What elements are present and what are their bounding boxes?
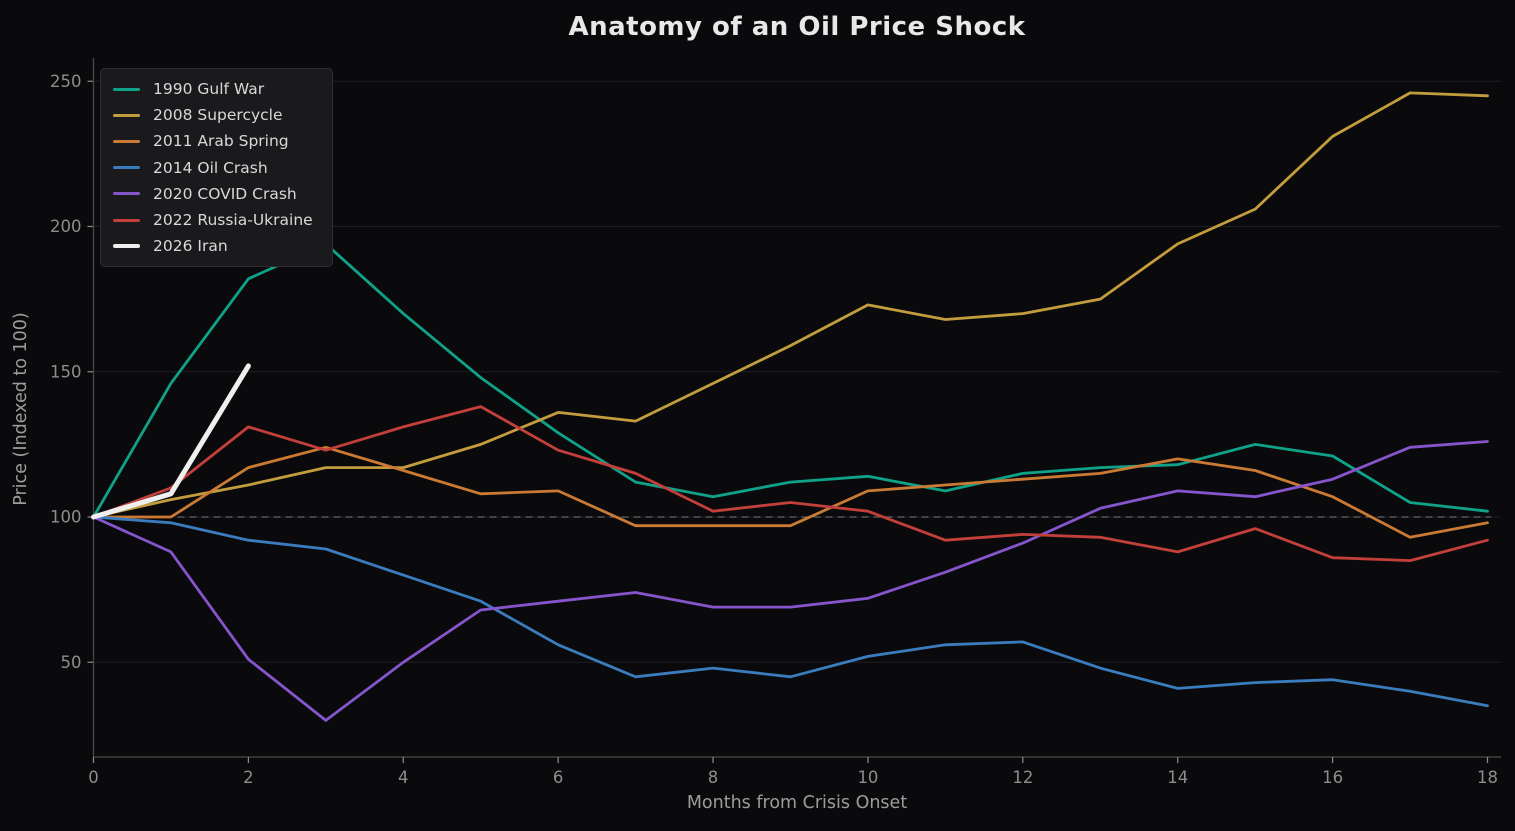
legend-swatch-iran <box>113 243 140 249</box>
legend-swatch-gulf-war <box>113 87 140 91</box>
y-tick-label: 150 <box>50 362 82 381</box>
series-line-1990-gulf-war <box>92 242 1489 519</box>
x-tick-label: 8 <box>708 768 719 787</box>
x-tick-label: 2 <box>243 768 254 787</box>
x-tick-label: 10 <box>857 768 878 787</box>
x-tick-label: 4 <box>398 768 409 787</box>
legend-label-russia-ukraine: 2022 Russia-Ukraine <box>153 211 313 230</box>
legend-label-arab-spring: 2011 Arab Spring <box>153 132 289 151</box>
x-tick-label: 12 <box>1012 768 1033 787</box>
legend: 1990 Gulf War 2008 Supercycle 2011 Arab … <box>100 68 333 268</box>
x-tick-label: 16 <box>1322 768 1343 787</box>
x-tick-label: 14 <box>1167 768 1188 787</box>
legend-swatch-russia-ukraine <box>113 218 140 222</box>
series-line-2011-arab-spring <box>92 445 1489 539</box>
legend-item-gulf-war: 1990 Gulf War <box>101 76 332 102</box>
chart-title: Anatomy of an Oil Price Shock <box>568 12 1026 42</box>
y-axis-label: Price (Indexed to 100) <box>11 312 31 506</box>
y-tick-label: 250 <box>50 72 82 91</box>
x-tick-label: 18 <box>1477 768 1498 787</box>
legend-item-supercycle: 2008 Supercycle <box>101 102 332 128</box>
y-tick-label: 100 <box>50 508 82 527</box>
legend-swatch-arab-spring <box>113 139 140 143</box>
series-line-2022-russia-ukraine <box>92 405 1489 562</box>
legend-item-covid-crash: 2020 COVID Crash <box>101 181 332 207</box>
legend-swatch-supercycle <box>113 113 140 117</box>
legend-label-oil-crash: 2014 Oil Crash <box>153 158 268 177</box>
x-tick-label: 0 <box>88 768 99 787</box>
legend-label-gulf-war: 1990 Gulf War <box>153 80 265 99</box>
y-tick-label: 50 <box>61 653 82 672</box>
legend-label-covid-crash: 2020 COVID Crash <box>153 184 297 203</box>
x-axis-label: Months from Crisis Onset <box>686 793 908 813</box>
legend-item-arab-spring: 2011 Arab Spring <box>101 128 332 154</box>
legend-item-iran: 2026 Iran <box>101 233 332 259</box>
series-line-2020-covid-crash <box>92 440 1489 722</box>
legend-label-iran: 2026 Iran <box>153 237 228 256</box>
x-tick-label: 6 <box>553 768 564 787</box>
legend-swatch-oil-crash <box>113 166 140 170</box>
legend-swatch-covid-crash <box>113 192 140 196</box>
legend-item-russia-ukraine: 2022 Russia-Ukraine <box>101 207 332 233</box>
series-line-2008-supercycle <box>92 91 1489 519</box>
legend-label-supercycle: 2008 Supercycle <box>153 106 283 125</box>
series-line-2026-iran <box>91 363 251 520</box>
series-line-2014-oil-crash <box>92 515 1489 708</box>
y-tick-label: 200 <box>50 217 82 236</box>
legend-item-oil-crash: 2014 Oil Crash <box>101 155 332 181</box>
